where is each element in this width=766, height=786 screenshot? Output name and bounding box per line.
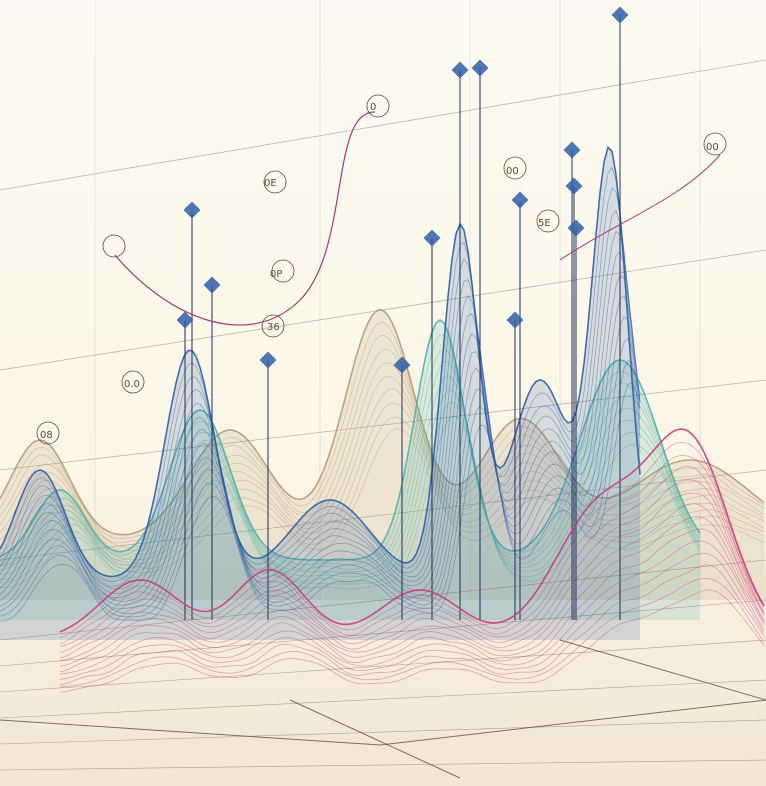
- circle-marker-icon: [36, 421, 60, 445]
- wave-line: [0, 145, 641, 578]
- wave-line: [0, 381, 641, 622]
- floor-line: [289, 699, 461, 779]
- diamond-marker-icon: [183, 201, 201, 219]
- floor-line: [0, 559, 766, 641]
- marker-label: 0.0: [124, 379, 140, 390]
- floor-line: [379, 699, 766, 746]
- wave-line: [0, 401, 701, 585]
- circle-marker-icon: [503, 156, 527, 180]
- diamond-marker-icon: [563, 141, 581, 159]
- diamond-marker-icon: [259, 351, 277, 369]
- floor-line: [0, 759, 766, 771]
- wave-line: [0, 349, 765, 548]
- circle-marker-icon: [263, 170, 287, 194]
- connector-curve: [114, 111, 376, 326]
- marker-label: 00: [506, 166, 519, 177]
- wave-line: [0, 338, 641, 615]
- wave-line: [0, 294, 641, 606]
- wave-line: [0, 251, 641, 599]
- diamond-marker-icon: [176, 311, 194, 329]
- diamond-marker-icon: [567, 219, 585, 237]
- wave-fill: [0, 320, 700, 620]
- grid-line: [0, 469, 766, 561]
- diamond-marker-icon: [423, 229, 441, 247]
- floor-line: [0, 719, 766, 745]
- floor-line: [0, 599, 766, 667]
- diamond-marker-icon: [393, 356, 411, 374]
- wave-line: [0, 322, 765, 540]
- circle-marker-icon: [261, 314, 285, 338]
- wave-line: [59, 528, 765, 673]
- circle-marker-icon: [536, 209, 560, 233]
- floor-line: [559, 639, 766, 701]
- marker-label: 0P: [270, 269, 282, 280]
- wave-line: [0, 359, 641, 618]
- marker-label: 00: [706, 142, 719, 153]
- wave-line: [59, 428, 765, 633]
- floor-line: [0, 639, 766, 693]
- marker-label: 36: [267, 322, 280, 333]
- diamond-marker-icon: [565, 177, 583, 195]
- wave-line: [0, 335, 765, 544]
- wave-line: [59, 479, 765, 653]
- circle-marker-icon: [102, 234, 126, 258]
- wave-line: [0, 374, 701, 578]
- wave-line: [59, 577, 765, 688]
- wave-line: [0, 361, 701, 573]
- connector-curve: [559, 154, 721, 261]
- label-markers: 0E 0.0 36 5E 00 08 0P 0 00: [40, 102, 719, 441]
- wave-line: [59, 455, 765, 645]
- wave-line: [59, 516, 765, 667]
- diamond-marker-icon: [506, 311, 524, 329]
- wave-line: [59, 552, 765, 680]
- magenta-wave-layer: [59, 428, 765, 693]
- wave-line: [0, 348, 701, 571]
- marker-label: 5E: [538, 218, 551, 229]
- diamond-marker-icon: [611, 6, 629, 24]
- wave-line: [59, 441, 765, 639]
- wave-line: [0, 230, 641, 594]
- wave-line: [0, 388, 765, 561]
- diamond-marker-icon: [203, 276, 221, 294]
- wave-line: [0, 308, 765, 536]
- marker-label: 08: [40, 430, 53, 441]
- wave-line: [0, 402, 765, 564]
- marker-stems: [36, 6, 727, 620]
- diamond-marker-icon: [451, 61, 469, 79]
- wave-line: [0, 416, 765, 569]
- wave-line: [0, 274, 641, 602]
- circle-marker-icon: [366, 94, 390, 118]
- wave-line: [0, 187, 641, 587]
- wave-line: [0, 389, 701, 583]
- floor-grid: [0, 559, 766, 779]
- wave-line: [0, 376, 765, 555]
- marker-label: 0E: [264, 178, 277, 189]
- grid-line: [0, 59, 766, 191]
- wave-line: [0, 210, 641, 590]
- circle-marker-icon: [271, 259, 295, 283]
- wave-line: [59, 540, 765, 675]
- floor-line: [0, 719, 381, 746]
- wave-line: [59, 589, 765, 693]
- wave-line: [59, 492, 765, 659]
- marker-label: 0: [370, 102, 376, 113]
- circle-marker-icon: [121, 370, 145, 394]
- wave-line: [59, 466, 765, 648]
- circle-marker-icon: [703, 132, 727, 156]
- floor-line: [0, 679, 766, 719]
- wave-line: [0, 316, 641, 610]
- wave-line: [0, 166, 641, 582]
- diamond-marker-icon: [511, 191, 529, 209]
- diamond-marker-icon: [471, 59, 489, 77]
